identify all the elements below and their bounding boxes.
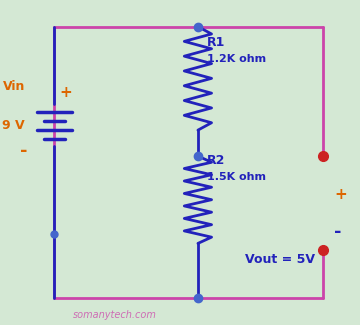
- Text: R1: R1: [207, 36, 225, 49]
- Text: 1.2K ohm: 1.2K ohm: [207, 54, 266, 64]
- Text: 1.5K ohm: 1.5K ohm: [207, 172, 266, 182]
- Text: R2: R2: [207, 154, 225, 167]
- Text: Vout = 5V: Vout = 5V: [244, 253, 315, 266]
- Text: +: +: [60, 85, 73, 100]
- Text: +: +: [334, 187, 347, 202]
- Text: somanytech.com: somanytech.com: [72, 310, 156, 319]
- Text: 9 V: 9 V: [3, 119, 25, 132]
- Text: Vin: Vin: [3, 80, 25, 93]
- Text: -: -: [334, 223, 342, 241]
- Text: -: -: [21, 142, 28, 160]
